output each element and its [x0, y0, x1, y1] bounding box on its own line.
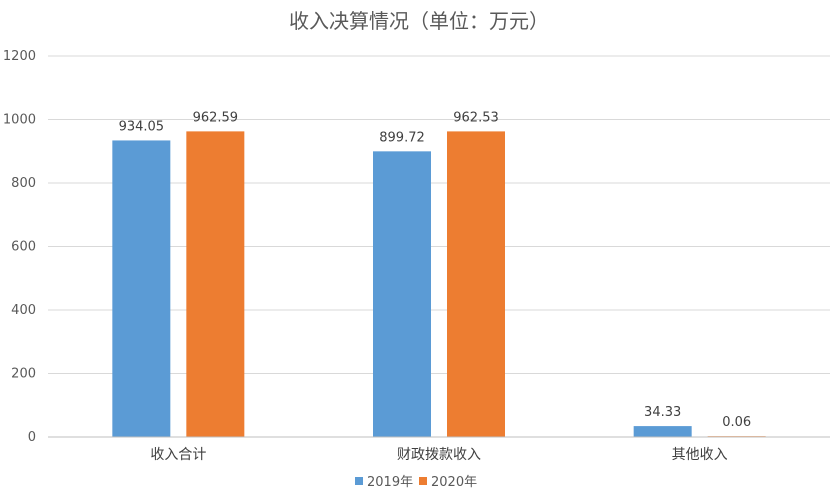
- y-tick-label: 800: [11, 176, 36, 191]
- x-category-label: 其他收入: [672, 447, 728, 463]
- bar: [447, 131, 505, 437]
- data-label: 962.53: [453, 110, 499, 125]
- legend-label: 2020年: [431, 475, 477, 490]
- data-label: 934.05: [119, 119, 165, 134]
- x-category-label: 收入合计: [150, 447, 206, 463]
- bar: [186, 131, 245, 437]
- data-label: 34.33: [644, 405, 681, 420]
- y-tick-label: 600: [11, 240, 36, 255]
- bar: [373, 151, 431, 437]
- y-axis-ticks: 0 200 400 600 800 1000 1200: [3, 49, 36, 445]
- bar: [112, 140, 171, 437]
- y-tick-label: 200: [11, 367, 36, 382]
- data-label: 899.72: [379, 130, 425, 145]
- y-tick-label: 1200: [3, 49, 36, 64]
- data-label: 962.59: [193, 110, 239, 125]
- data-label: 0.06: [722, 415, 751, 430]
- y-tick-label: 1000: [3, 113, 36, 128]
- legend-swatch: [355, 477, 363, 485]
- bars: [112, 131, 766, 437]
- x-axis-categories: 收入合计 财政拨款收入 其他收入: [150, 447, 727, 463]
- y-tick-label: 400: [11, 303, 36, 318]
- bar: [633, 426, 692, 437]
- data-labels: 934.05 962.59 899.72 962.53 34.33 0.06: [119, 110, 752, 430]
- x-category-label: 财政拨款收入: [397, 447, 481, 463]
- chart-title: 收入决算情况（单位：万元）: [289, 9, 549, 33]
- legend-swatch: [419, 477, 427, 485]
- gridlines: [48, 55, 830, 374]
- y-tick-label: 0: [28, 430, 36, 445]
- legend-label: 2019年: [367, 475, 413, 490]
- legend: 2019年 2020年: [355, 475, 477, 490]
